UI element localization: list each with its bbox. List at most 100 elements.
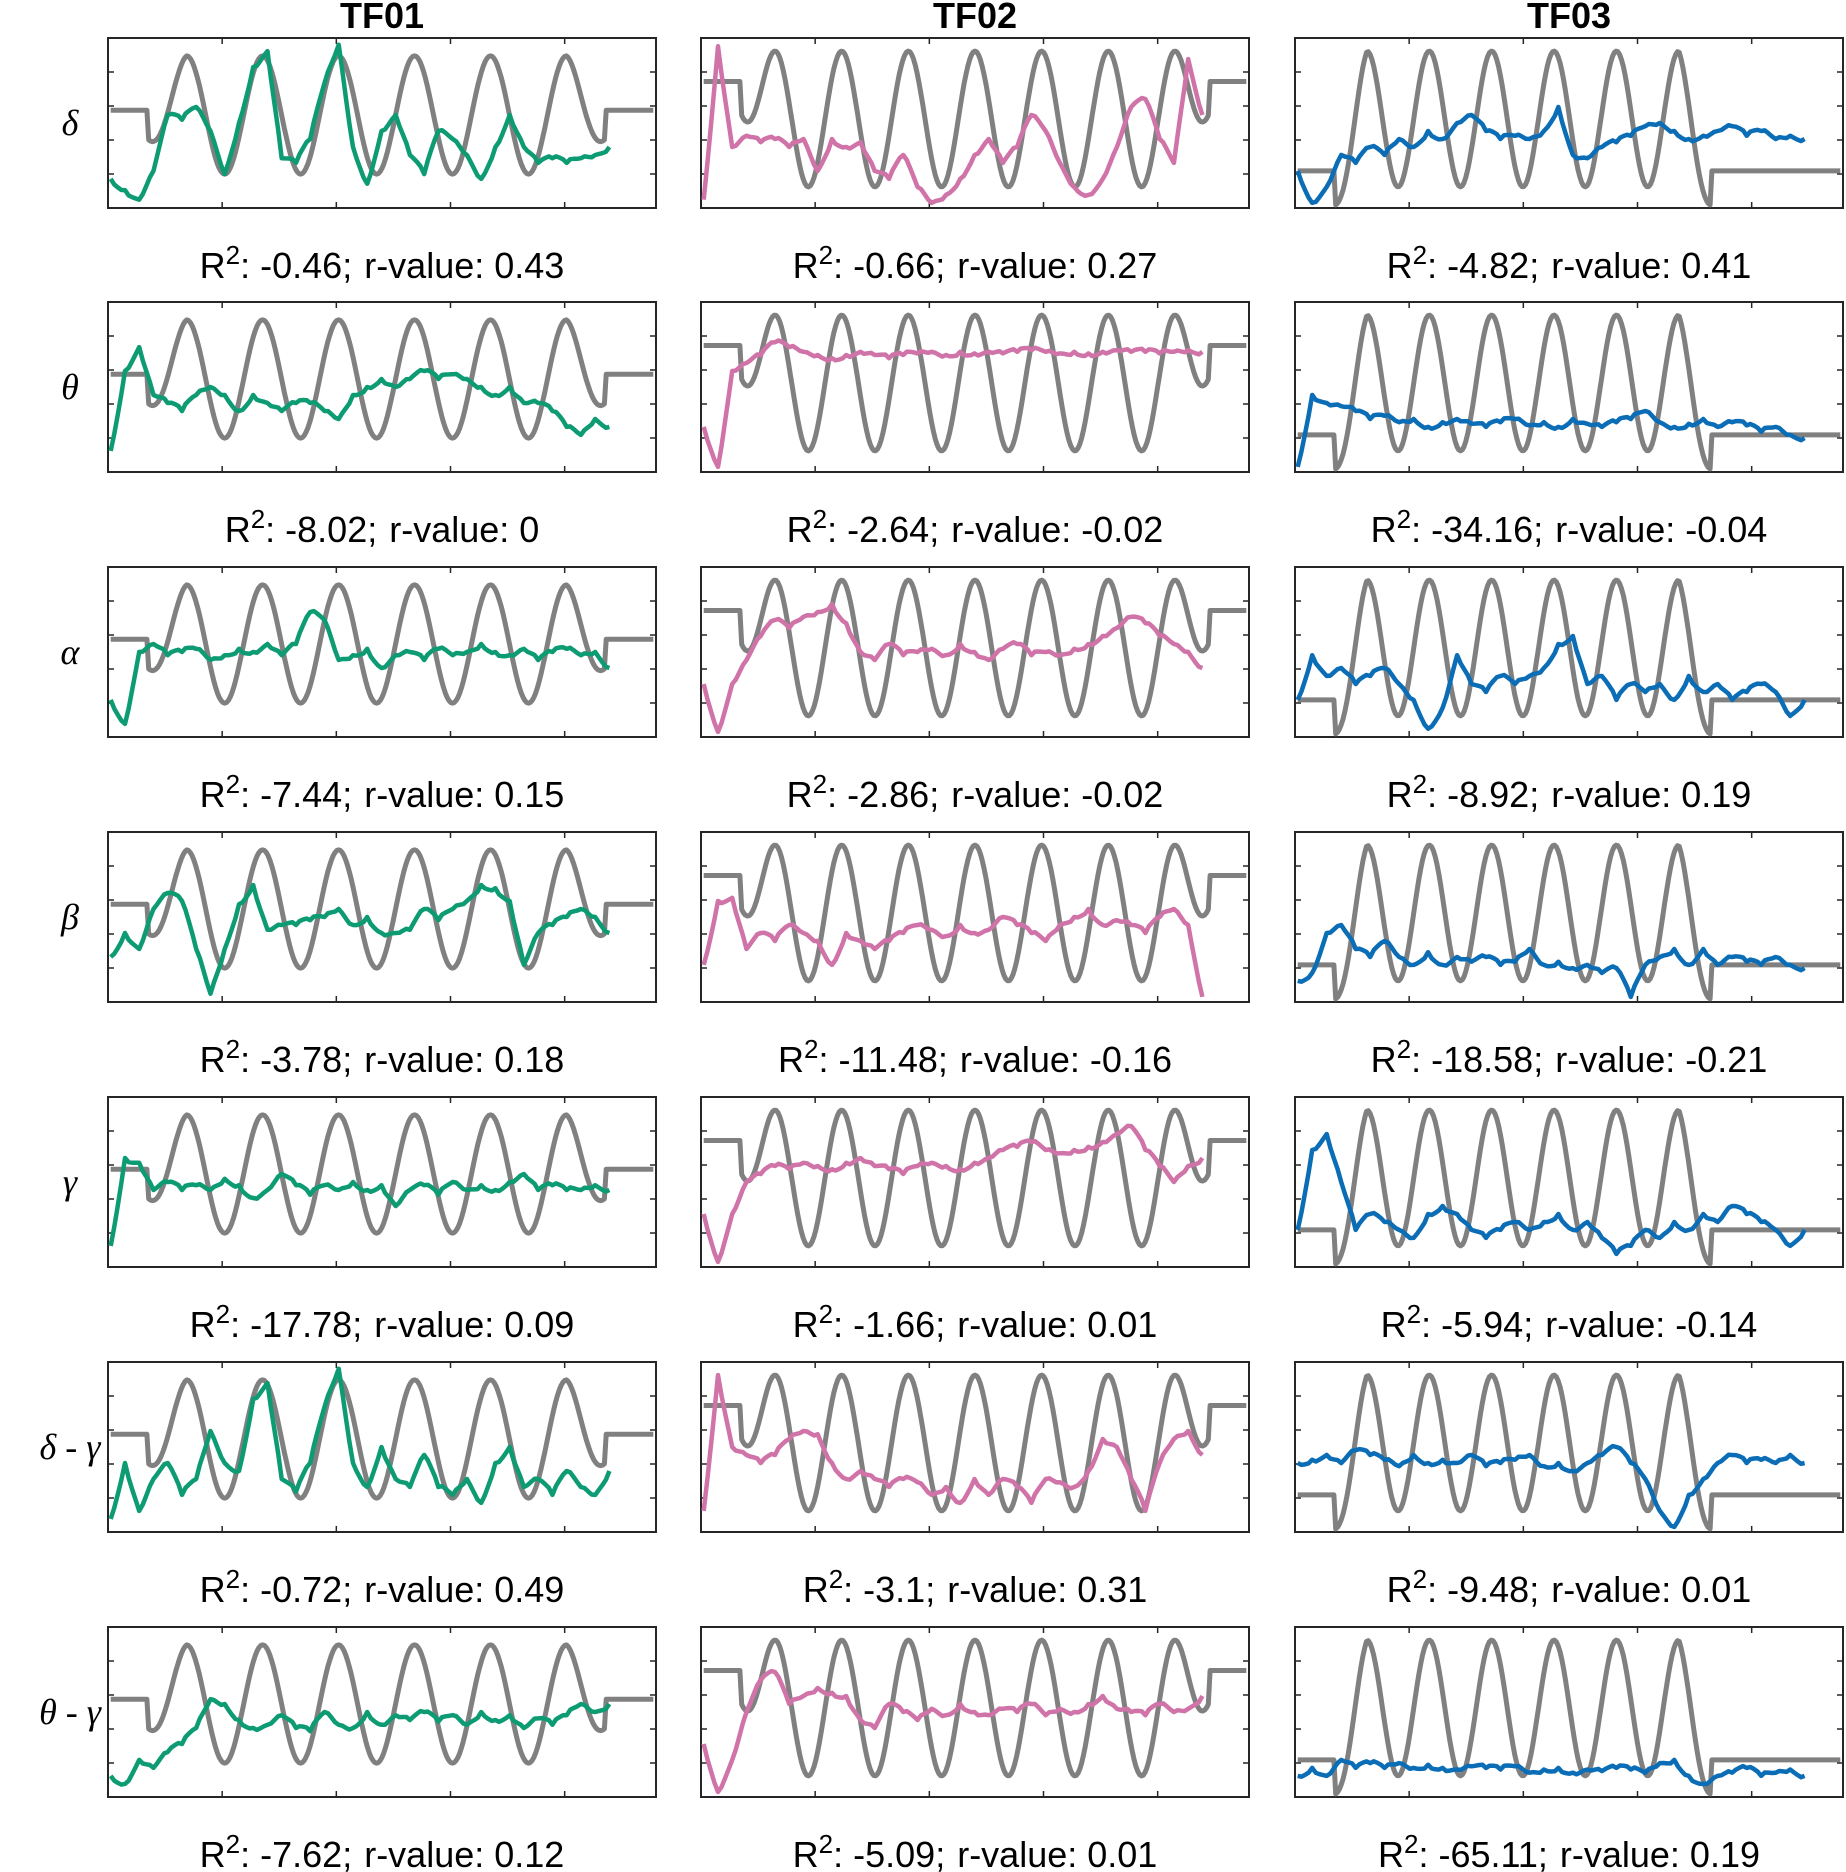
predicted-line — [1295, 392, 1806, 468]
r2-value: : -5.09; — [833, 1834, 945, 1872]
predicted-line — [108, 1155, 611, 1247]
r2-superscript: 2 — [226, 1034, 240, 1064]
predicted-line — [1295, 1131, 1807, 1257]
predicted-line — [1297, 1757, 1806, 1787]
r2-value: : -1.66; — [833, 1304, 945, 1345]
r2-superscript: 2 — [819, 1829, 833, 1859]
r-value: r-value: 0.01 — [957, 1834, 1157, 1872]
reference-line — [703, 1637, 1247, 1779]
stat-caption: R2: -65.11; r-value: 0.19 — [1378, 1829, 1760, 1872]
predicted-line — [701, 601, 1204, 735]
r2-superscript: 2 — [813, 504, 827, 534]
r2-value: : -0.66; — [833, 245, 945, 286]
reference-line — [1297, 1107, 1841, 1267]
r-value: r-value: -0.04 — [1555, 509, 1767, 550]
predicted-line — [108, 1696, 612, 1787]
panel-r0-c1 — [700, 37, 1250, 209]
row-label-6: θ - γ — [39, 1692, 102, 1732]
r2-value: : -17.78; — [230, 1304, 362, 1345]
predicted-line — [108, 608, 611, 727]
r-value: r-value: -0.02 — [951, 774, 1163, 815]
panel-r1-c0 — [107, 301, 657, 473]
stat-caption: R2: -2.64; r-value: -0.02 — [787, 504, 1164, 550]
reference-line — [1297, 312, 1841, 472]
predicted-line — [1296, 1443, 1806, 1530]
r-value: r-value: 0.18 — [364, 1039, 564, 1080]
reference-line — [110, 317, 654, 441]
r2-superscript: 2 — [819, 240, 833, 270]
predicted-line — [701, 1668, 1205, 1795]
r2-value: : -2.64; — [827, 509, 939, 550]
r2-superscript: 2 — [813, 769, 827, 799]
r-value: r-value: 0.15 — [364, 774, 564, 815]
r2-label: R — [787, 509, 813, 550]
predicted-line — [701, 895, 1205, 998]
predicted-line — [1297, 922, 1806, 1000]
r-value: r-value: 0.12 — [364, 1834, 564, 1872]
stat-caption: R2: -1.66; r-value: 0.01 — [793, 1299, 1158, 1345]
r2-value: : -9.48; — [1427, 1569, 1539, 1610]
panel-r2-c1 — [700, 566, 1250, 738]
r2-value: : -34.16; — [1411, 509, 1543, 550]
panel-r4-c0 — [107, 1096, 657, 1268]
r2-label: R — [793, 1304, 819, 1345]
r-value: r-value: -0.14 — [1545, 1304, 1757, 1345]
r-value: r-value: 0.41 — [1551, 245, 1751, 286]
r2-superscript: 2 — [1413, 1564, 1427, 1594]
r2-label: R — [1378, 1834, 1404, 1872]
panel-r3-c2 — [1294, 831, 1844, 1003]
predicted-line — [108, 1366, 612, 1520]
r2-label: R — [190, 1304, 216, 1345]
stat-caption: R2: -17.78; r-value: 0.09 — [190, 1299, 575, 1345]
stat-caption: R2: -8.92; r-value: 0.19 — [1387, 769, 1752, 815]
r2-label: R — [803, 1569, 829, 1610]
r-value: r-value: 0.49 — [364, 1569, 564, 1610]
predicted-line — [1295, 104, 1806, 206]
stat-caption: R2: -0.72; r-value: 0.49 — [200, 1564, 565, 1610]
r-value: r-value: 0 — [389, 509, 539, 550]
r2-value: : -5.94; — [1421, 1304, 1533, 1345]
r2-label: R — [1387, 774, 1413, 815]
panel-frame — [107, 37, 657, 209]
r2-label: R — [1371, 1039, 1397, 1080]
r2-value: : -3.1; — [843, 1569, 935, 1610]
predicted-line — [108, 344, 610, 452]
panel-r6-c0 — [107, 1626, 657, 1798]
reference-line — [110, 582, 654, 706]
column-title-tf01: TF01 — [340, 0, 424, 36]
r2-superscript: 2 — [819, 1299, 833, 1329]
r2-superscript: 2 — [1397, 1034, 1411, 1064]
r2-label: R — [793, 245, 819, 286]
r-value: r-value: 0.01 — [957, 1304, 1157, 1345]
r-value: r-value: 0.27 — [957, 245, 1157, 286]
r-value: r-value: 0.09 — [374, 1304, 574, 1345]
panel-r3-c0 — [107, 831, 657, 1003]
row-label-4: γ — [63, 1162, 78, 1202]
r2-superscript: 2 — [1407, 1299, 1421, 1329]
r2-label: R — [778, 1039, 804, 1080]
panel-r4-c1 — [700, 1096, 1250, 1268]
row-label-0: δ — [62, 103, 80, 143]
stat-caption: R2: -0.66; r-value: 0.27 — [793, 240, 1158, 286]
panel-r6-c2 — [1294, 1626, 1844, 1798]
r2-label: R — [793, 1834, 819, 1872]
panel-r2-c0 — [107, 566, 657, 738]
r2-value: : -7.62; — [240, 1834, 352, 1872]
panel-r5-c2 — [1294, 1361, 1844, 1533]
r2-value: : -7.44; — [240, 774, 352, 815]
r2-value: : -8.02; — [265, 509, 377, 550]
r2-superscript: 2 — [226, 769, 240, 799]
panel-r4-c2 — [1294, 1096, 1844, 1268]
reference-line — [703, 48, 1247, 190]
stat-caption: R2: -3.1; r-value: 0.31 — [803, 1564, 1148, 1610]
reference-line — [1297, 1372, 1841, 1532]
r-value: r-value: 0.43 — [364, 245, 564, 286]
r2-value: : -0.46; — [240, 245, 352, 286]
stat-caption: R2: -7.44; r-value: 0.15 — [200, 769, 565, 815]
stat-caption: R2: -9.48; r-value: 0.01 — [1387, 1564, 1752, 1610]
r-value: r-value: -0.21 — [1555, 1039, 1767, 1080]
stat-caption: R2: -5.09; r-value: 0.01 — [793, 1829, 1158, 1872]
column-title-tf02: TF02 — [933, 0, 1017, 36]
row-label-5: δ - γ — [40, 1427, 102, 1467]
